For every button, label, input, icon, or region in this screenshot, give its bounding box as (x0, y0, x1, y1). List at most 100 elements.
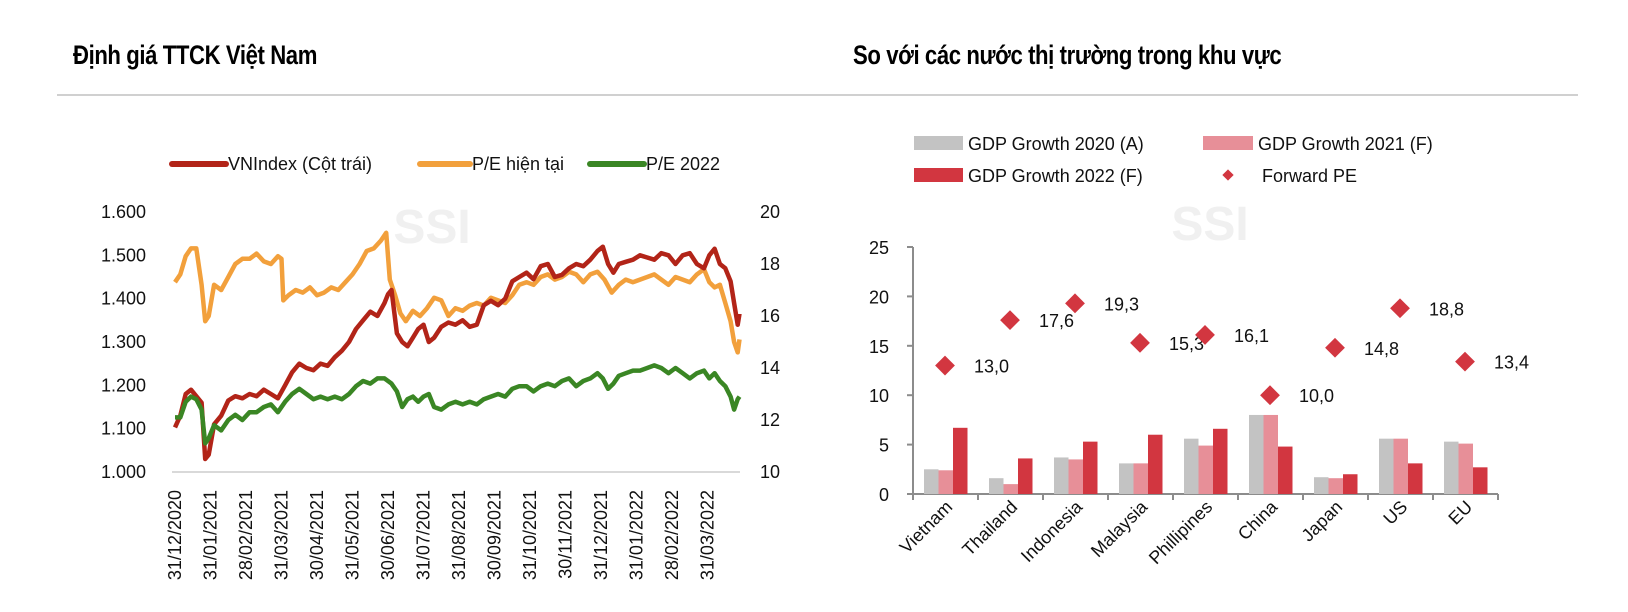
left-y-tick: 1.600 (101, 202, 146, 222)
legend-label-forward-pe: Forward PE (1262, 166, 1357, 186)
watermark: SSI (393, 201, 470, 254)
bar-gdp2022 (1343, 474, 1358, 494)
bar-gdp2021 (1328, 478, 1343, 494)
bar-legend: GDP Growth 2020 (A) GDP Growth 2021 (F) … (914, 134, 1433, 186)
forward-pe-marker (1195, 325, 1215, 345)
country-label: EU (1444, 497, 1476, 529)
series-pe-2022 (175, 363, 742, 446)
bar-gdp2022 (1213, 428, 1228, 494)
right-y-tick: 18 (760, 254, 780, 274)
left-chart-title: Định giá TTCK Việt Nam (73, 40, 317, 70)
country-label: Phillipines (1145, 497, 1216, 568)
line-series (172, 230, 742, 462)
bar-gdp2021 (1068, 459, 1083, 494)
bar-gdp2021 (1263, 414, 1278, 494)
right-y-axis: 10 12 14 16 18 20 (760, 202, 780, 482)
left-y-tick: 1.200 (101, 375, 146, 395)
series-vnindex (172, 244, 742, 462)
country-label: Vietnam (896, 497, 957, 558)
right-chart-title: So với các nước thị trường trong khu vực (853, 40, 1282, 70)
forward-pe-marker (1325, 337, 1345, 358)
country-label: US (1379, 497, 1411, 529)
left-y-axis: 1.000 1.100 1.200 1.300 1.400 1.500 1.600 (101, 202, 146, 482)
x-date-label: 30/11/2021 (556, 490, 576, 579)
forward-pe-marker (1000, 310, 1020, 331)
legend-label-gdp2022: GDP Growth 2022 (F) (968, 166, 1143, 186)
bar-gdp2020 (1444, 441, 1459, 494)
legend-swatch-gdp2022 (914, 168, 963, 182)
bar-gdp2022 (953, 427, 968, 494)
x-date-label: 28/02/2022 (662, 490, 682, 580)
left-y-tick: 1.300 (101, 332, 146, 352)
bar-gdp2021 (1003, 484, 1018, 494)
watermark-right: SSI (1171, 198, 1248, 251)
forward-pe-data-label: 17,6 (1039, 311, 1074, 331)
legend-swatch-gdp2021 (1203, 136, 1253, 150)
y-tick-label: 5 (879, 436, 889, 456)
legend-label-gdp2021: GDP Growth 2021 (F) (1258, 134, 1433, 154)
x-date-label: 28/02/2021 (236, 490, 256, 580)
bar-gdp2022 (1408, 463, 1423, 494)
x-date-label: 31/12/2021 (591, 490, 611, 580)
forward-pe-data-label: 13,0 (974, 357, 1009, 377)
x-date-label: 31/05/2021 (343, 490, 363, 580)
bar-gdp2020 (1184, 438, 1199, 494)
forward-pe-marker (1260, 385, 1280, 406)
x-date-label: 31/03/2021 (272, 490, 292, 580)
x-date-label: 30/06/2021 (378, 490, 398, 580)
bar-gdp2022 (1083, 441, 1098, 494)
bar-gdp2021 (1198, 445, 1213, 494)
bars (924, 414, 1488, 494)
x-date-label: 30/04/2021 (307, 490, 327, 580)
forward-pe-marker (1390, 298, 1410, 319)
x-date-label: 30/09/2021 (485, 490, 505, 580)
country-label: Indonesia (1017, 496, 1087, 566)
left-y-tick: 1.100 (101, 419, 146, 439)
legend-label-vnindex: VNIndex (Cột trái) (228, 154, 372, 174)
forward-pe-data-label: 10,0 (1299, 386, 1334, 406)
x-date-label: 31/10/2021 (520, 490, 540, 580)
bar-gdp2021 (1458, 443, 1473, 494)
legend-marker-forward-pe (1222, 169, 1234, 181)
left-y-tick: 1.400 (101, 289, 146, 309)
y-tick-label: 15 (869, 337, 889, 357)
bar-gdp2021 (1393, 438, 1408, 494)
bar-gdp2021 (938, 470, 953, 494)
forward-pe-data-label: 19,3 (1104, 294, 1139, 314)
x-date-label: 31/12/2020 (165, 490, 185, 580)
forward-pe-marker (1130, 332, 1150, 353)
bar-gdp2020 (924, 469, 939, 494)
left-y-tick: 1.500 (101, 245, 146, 265)
bar-gdp2020 (1054, 457, 1069, 494)
bar-gdp2020 (1249, 414, 1264, 494)
forward-pe-markers: 13,0 17,6 19,3 15,3 16,1 10,0 14,8 18,8 13,4 (935, 293, 1529, 406)
valuation-line-chart: SSI VNIndex (Cột trái) P/E hiện tại P/E … (101, 154, 780, 580)
header-divider (57, 94, 1578, 96)
legend-label-pe-current: P/E hiện tại (472, 154, 564, 174)
right-y-tick: 12 (760, 410, 780, 430)
series-pe-current (173, 230, 742, 355)
bar-gdp2022 (1278, 446, 1293, 494)
y-tick-label: 0 (879, 485, 889, 505)
x-date-label: 31/01/2022 (627, 490, 647, 580)
country-label: Malaysia (1087, 496, 1152, 561)
x-date-label: 31/07/2021 (414, 490, 434, 580)
bar-gdp2022 (1018, 458, 1033, 494)
bar-gdp2022 (1148, 434, 1163, 494)
right-y-tick: 14 (760, 358, 780, 378)
x-date-label: 31/01/2021 (201, 490, 221, 580)
country-label: China (1234, 496, 1282, 544)
y-tick-label: 10 (869, 386, 889, 406)
x-date-label: 31/03/2022 (698, 490, 718, 580)
right-y-tick: 10 (760, 462, 780, 482)
x-date-label: 31/08/2021 (449, 490, 469, 580)
forward-pe-data-label: 18,8 (1429, 299, 1464, 319)
left-y-tick: 1.000 (101, 462, 146, 482)
x-axis-date-labels: 31/12/2020 31/01/2021 28/02/2021 31/03/2021… (165, 490, 718, 580)
bar-gdp2022 (1473, 467, 1488, 494)
right-y-tick: 16 (760, 306, 780, 326)
right-y-tick: 20 (760, 202, 780, 222)
legend-label-gdp2020: GDP Growth 2020 (A) (968, 134, 1144, 154)
forward-pe-data-label: 15,3 (1169, 334, 1204, 354)
